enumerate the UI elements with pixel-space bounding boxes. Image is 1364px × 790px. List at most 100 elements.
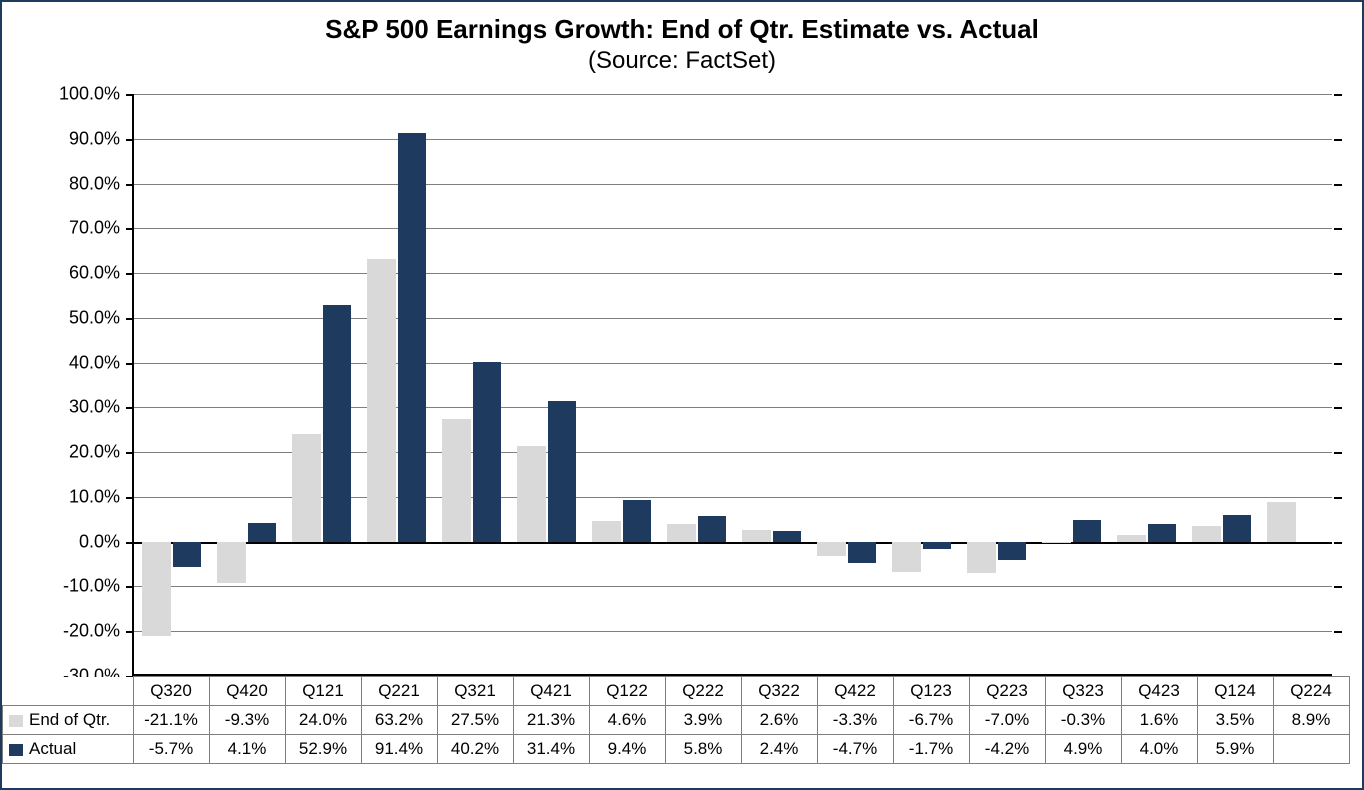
grid-line [134,228,1332,229]
table-cell: 31.4% [513,735,589,764]
bar-actual [398,133,426,542]
legend-label: End of Qtr. [29,710,110,729]
y-axis-label: 70.0% [69,218,134,239]
bar-actual [1073,520,1101,542]
grid-line [134,318,1332,319]
y-axis-label: 90.0% [69,128,134,149]
bar-actual [1148,524,1176,542]
table-cell: -3.3% [817,706,893,735]
table-category-header: Q124 [1197,677,1273,706]
bar-actual [323,305,351,542]
table-corner-cell [3,677,134,706]
grid-line [134,94,1332,95]
table-category-header: Q320 [133,677,209,706]
bar-estimate [1042,542,1070,543]
grid-line [134,631,1332,632]
grid-line [134,273,1332,274]
legend-cell: End of Qtr. [3,706,134,735]
table-cell: 4.0% [1121,735,1197,764]
y-axis-label: 30.0% [69,397,134,418]
table-cell: 52.9% [285,735,361,764]
y-axis-label: 20.0% [69,442,134,463]
y-axis-label: 50.0% [69,307,134,328]
y-tick [1334,139,1342,141]
bar-estimate [667,524,695,541]
table-cell: 2.4% [741,735,817,764]
y-tick [1334,94,1342,96]
bar-actual [698,516,726,542]
bar-estimate [292,434,320,541]
legend-cell: Actual [3,735,134,764]
bar-actual [473,362,501,542]
bar-actual [248,523,276,541]
table-cell: 8.9% [1273,706,1349,735]
y-tick [1334,318,1342,320]
y-tick [1334,228,1342,230]
table-category-header: Q224 [1273,677,1349,706]
grid-line [134,363,1332,364]
bar-actual [848,542,876,563]
table-category-header: Q420 [209,677,285,706]
table-category-header: Q222 [665,677,741,706]
bar-actual [623,500,651,542]
bar-estimate [817,542,845,557]
table-category-header: Q323 [1045,677,1121,706]
table-category-header: Q123 [893,677,969,706]
bar-estimate [367,259,395,542]
table-cell: 5.9% [1197,735,1273,764]
table-cell: -7.0% [969,706,1045,735]
table-category-header: Q122 [589,677,665,706]
y-tick [1334,407,1342,409]
bar-estimate [217,542,245,584]
legend-label: Actual [29,739,76,758]
y-axis-label: 80.0% [69,173,134,194]
data-table: Q320Q420Q121Q221Q321Q421Q122Q222Q322Q422… [2,676,1350,764]
table-category-header: Q322 [741,677,817,706]
table-cell [1273,735,1349,764]
table-cell: 4.1% [209,735,285,764]
y-tick [1334,184,1342,186]
y-axis-label: -20.0% [63,621,134,642]
bar-estimate [517,446,545,541]
bar-estimate [1117,535,1145,542]
y-axis-label: 10.0% [69,486,134,507]
table-cell: 40.2% [437,735,513,764]
table-cell: 21.3% [513,706,589,735]
table-category-header: Q321 [437,677,513,706]
y-axis-label: 40.0% [69,352,134,373]
table-cell: -6.7% [893,706,969,735]
y-tick [1334,586,1342,588]
y-tick [1334,542,1342,544]
table-row: End of Qtr.-21.1%-9.3%24.0%63.2%27.5%21.… [3,706,1350,735]
table-category-header: Q421 [513,677,589,706]
y-axis-label: 100.0% [59,84,134,105]
bar-actual [173,542,201,568]
bar-estimate [442,419,470,542]
table-cell: 27.5% [437,706,513,735]
grid-line [134,407,1332,408]
bar-actual [773,531,801,542]
table-category-header: Q223 [969,677,1045,706]
y-axis-label: 0.0% [79,531,134,552]
bar-estimate [1192,526,1220,542]
y-tick [1334,273,1342,275]
table-cell: 1.6% [1121,706,1197,735]
table-cell: 91.4% [361,735,437,764]
plot-area: -30.0%-20.0%-10.0%0.0%10.0%20.0%30.0%40.… [132,94,1332,676]
grid-line [134,184,1332,185]
table-header-row: Q320Q420Q121Q221Q321Q421Q122Q222Q322Q422… [3,677,1350,706]
table-cell: 5.8% [665,735,741,764]
table-cell: -5.7% [133,735,209,764]
bar-estimate [1267,502,1295,542]
chart-subtitle: (Source: FactSet) [2,45,1362,75]
table-cell: 3.9% [665,706,741,735]
bar-estimate [742,530,770,542]
table-cell: -21.1% [133,706,209,735]
table-cell: 9.4% [589,735,665,764]
legend-swatch-icon [9,744,23,756]
table-cell: 63.2% [361,706,437,735]
y-axis-label: 60.0% [69,263,134,284]
grid-line [134,586,1332,587]
bar-actual [923,542,951,550]
bar-actual [998,542,1026,561]
